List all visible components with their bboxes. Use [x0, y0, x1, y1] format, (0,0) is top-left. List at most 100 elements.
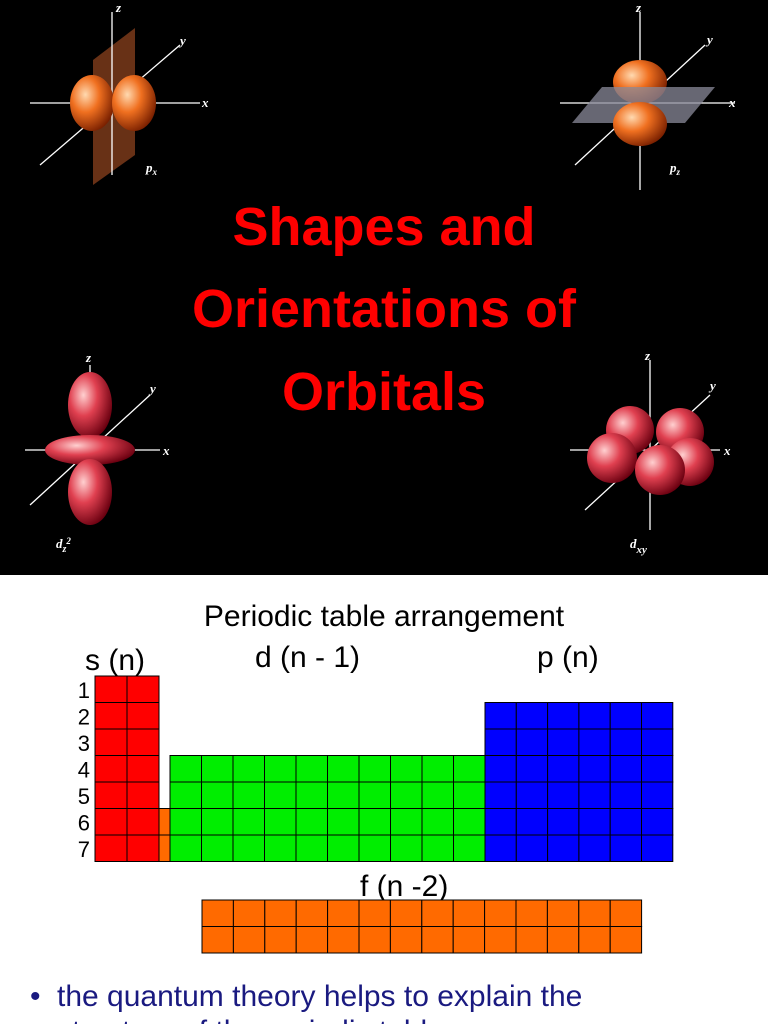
cell: [484, 781, 517, 809]
cell: [609, 808, 643, 836]
cell: [358, 781, 391, 809]
cell: [232, 926, 266, 954]
cell: [578, 926, 611, 954]
cell: [389, 926, 423, 954]
block-label: p (n): [537, 641, 599, 674]
cell: [264, 926, 297, 954]
cell: [547, 755, 580, 783]
cell: [358, 926, 391, 954]
axis-label: x: [723, 443, 731, 458]
axis-label: y: [705, 32, 713, 47]
cell: [358, 755, 391, 783]
cell: [547, 702, 580, 730]
cell: [546, 899, 580, 927]
cell: [390, 755, 423, 783]
cell: [264, 834, 297, 862]
cell: [484, 702, 517, 730]
cell: [421, 899, 454, 927]
cell: [94, 728, 128, 756]
cell: [201, 926, 234, 954]
cell: [232, 755, 265, 783]
cell: [295, 834, 328, 862]
cell: [327, 781, 360, 809]
cell: [578, 755, 611, 783]
cell: [515, 834, 549, 862]
cell: [609, 834, 643, 862]
cell: [609, 728, 643, 756]
cell: [232, 781, 265, 809]
cell: [515, 899, 548, 927]
cell: [169, 808, 202, 836]
cell: [126, 675, 160, 703]
axis-label: z: [85, 350, 92, 365]
cell: [327, 755, 360, 783]
cell: [452, 926, 486, 954]
cell: [484, 834, 517, 862]
cell: [390, 808, 423, 836]
cell: [295, 926, 329, 954]
row-number: 6: [78, 811, 90, 836]
cell: [484, 899, 517, 927]
cell: [515, 755, 549, 783]
axis-label: y: [178, 33, 186, 48]
cell: [201, 899, 234, 927]
cell: [295, 899, 329, 927]
cell: [421, 755, 454, 783]
cell: [421, 808, 454, 836]
cell: [126, 834, 160, 862]
title-line: Shapes and: [232, 197, 535, 257]
cell: [452, 899, 486, 927]
cell: [94, 781, 128, 809]
cell: [515, 781, 549, 809]
cell: [609, 781, 643, 809]
cell: [641, 728, 674, 756]
cell: [389, 899, 423, 927]
axis-label: x: [162, 443, 170, 458]
cell: [578, 808, 611, 836]
orbital-pz: z y x pz: [560, 0, 736, 190]
axis-label: z: [644, 348, 651, 363]
cell: [547, 728, 580, 756]
cell: [641, 834, 674, 862]
cell: [201, 755, 234, 783]
row-number: 2: [78, 705, 90, 730]
cell: [232, 808, 265, 836]
cell: [232, 834, 265, 862]
cell: [169, 781, 202, 809]
cell: [201, 834, 234, 862]
cell: [578, 899, 611, 927]
cell: [515, 702, 549, 730]
cell: [94, 755, 128, 783]
row-number: 5: [78, 784, 90, 809]
cell: [421, 781, 454, 809]
bullet-text: the quantum theory helps to explain thes…: [57, 980, 582, 1024]
cell: [126, 702, 160, 730]
orbital-dz2: z y x dz2: [25, 350, 170, 555]
cell: [327, 926, 360, 954]
cell: [94, 675, 128, 703]
orbital-px: z y x px: [30, 0, 209, 185]
axis-label: x: [201, 95, 209, 110]
cell: [126, 728, 160, 756]
orbital-dxy: z y x dxy: [570, 348, 731, 556]
orbital-label: dz2: [56, 536, 71, 555]
cell: [578, 781, 611, 809]
cell: [546, 926, 580, 954]
axis-label: z: [115, 0, 122, 15]
cell: [390, 834, 423, 862]
row-number: 7: [78, 837, 90, 862]
block-label: s (n): [85, 644, 145, 677]
cell: [295, 781, 328, 809]
cell: [641, 755, 674, 783]
cell: [94, 808, 128, 836]
cell: [295, 755, 328, 783]
cell: [609, 899, 643, 927]
cell: [295, 808, 328, 836]
block-label: f (n -2): [360, 870, 448, 903]
cell: [641, 781, 674, 809]
axis-label: z: [635, 0, 642, 15]
title-line: Orientations of: [192, 279, 577, 339]
cell: [641, 702, 674, 730]
cell: [484, 728, 517, 756]
